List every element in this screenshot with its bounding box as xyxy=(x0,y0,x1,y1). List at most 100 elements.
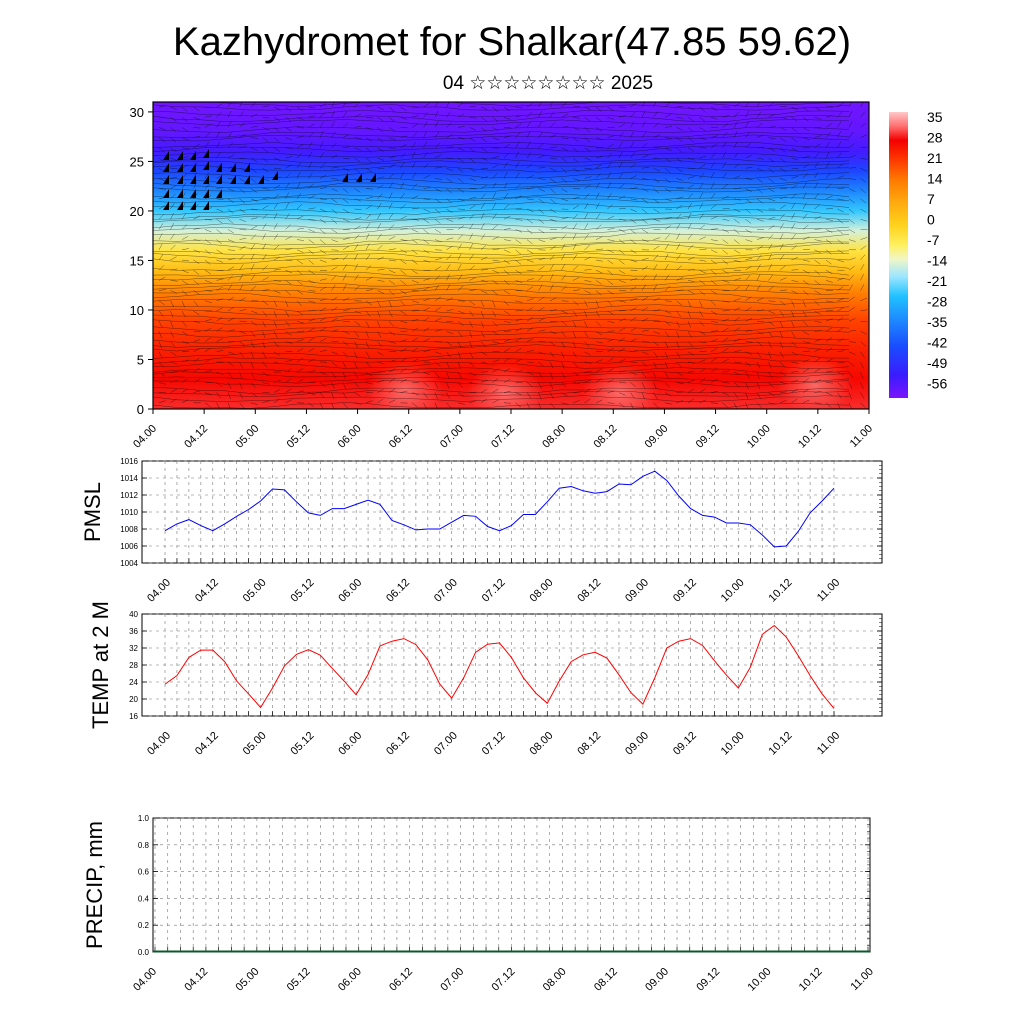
wind-barb xyxy=(457,253,462,261)
wind-barb xyxy=(756,157,764,160)
wind-barb xyxy=(814,162,819,169)
wind-barb xyxy=(377,300,381,308)
wind-barb xyxy=(411,207,419,210)
wind-barb xyxy=(595,117,602,122)
wind-barb xyxy=(538,284,543,291)
wind-barb xyxy=(250,310,258,314)
wind-barb xyxy=(250,198,258,202)
wind-barb xyxy=(630,229,637,235)
wind-barb xyxy=(676,147,683,153)
wind-barb xyxy=(814,300,820,306)
x-tick-label: 10.12 xyxy=(797,966,825,994)
wind-barb xyxy=(802,236,810,240)
wind-barb xyxy=(181,331,188,336)
wind-barb xyxy=(285,182,290,189)
wind-barb xyxy=(457,392,465,397)
wind-barb xyxy=(584,212,588,220)
y-axis-label: TEMP at 2 M xyxy=(88,601,113,729)
wind-barb xyxy=(653,157,661,160)
wind-barb xyxy=(377,351,384,356)
wind-barb xyxy=(572,137,579,142)
wind-barb xyxy=(595,248,603,251)
wind-barb xyxy=(400,357,407,363)
wind-barb xyxy=(802,300,807,308)
wind-barb xyxy=(549,208,557,213)
wind-barb xyxy=(848,178,856,181)
wind-barb xyxy=(710,368,718,373)
wind-barb xyxy=(480,202,485,210)
wind-barb xyxy=(469,300,476,306)
wind-barb xyxy=(676,167,683,172)
wind-barb xyxy=(480,147,488,152)
wind-barb xyxy=(733,187,741,189)
wind-barb xyxy=(538,229,545,234)
wind-barb xyxy=(423,307,430,312)
wind-barb xyxy=(250,263,255,271)
wind-barb xyxy=(446,402,452,409)
wind-barb xyxy=(549,372,553,379)
wind-barb xyxy=(538,239,546,243)
wind-barb xyxy=(308,249,315,255)
wind-barb xyxy=(515,347,522,353)
wind-barb xyxy=(722,327,729,332)
wind-barb xyxy=(572,243,577,250)
wind-barb xyxy=(848,131,854,138)
wind-barb xyxy=(388,127,396,132)
wind-barb xyxy=(354,310,362,314)
wind-barb xyxy=(400,310,407,315)
wind-barb xyxy=(515,249,522,255)
wind-barb xyxy=(526,131,531,138)
wind-barb xyxy=(296,106,304,111)
wind-barb xyxy=(802,127,810,132)
wind-barb xyxy=(837,175,845,179)
wind-barb xyxy=(158,147,165,153)
wind-barb xyxy=(687,233,693,240)
wind-barb xyxy=(515,370,523,373)
wind-barb xyxy=(273,137,280,143)
wind-barb xyxy=(423,121,428,128)
y-tick-label: 0.2 xyxy=(138,921,150,930)
wind-barb xyxy=(791,256,799,261)
wind-barb xyxy=(848,198,855,204)
wind-barb xyxy=(296,368,303,373)
wind-barb xyxy=(503,172,508,179)
wind-barb xyxy=(319,286,327,291)
wind-barb xyxy=(354,102,360,108)
wind-barb xyxy=(802,399,810,404)
wind-barb xyxy=(227,372,233,378)
wind-barb xyxy=(365,265,372,271)
wind-barb xyxy=(653,392,658,399)
x-tick-label: 04.00 xyxy=(145,577,173,605)
contour-line xyxy=(153,314,850,321)
wind-barb xyxy=(457,331,463,338)
wind-barb xyxy=(170,116,177,122)
x-tick-label: 05.12 xyxy=(285,966,313,994)
wind-barb xyxy=(768,234,774,240)
wind-barb xyxy=(216,187,224,189)
wind-barb xyxy=(791,176,799,179)
wind-barb xyxy=(664,300,672,302)
wind-barb xyxy=(722,218,730,221)
wind-barb xyxy=(170,268,178,271)
wind-barb xyxy=(388,269,396,274)
wind-barb xyxy=(779,400,787,404)
wind-barb xyxy=(250,341,255,348)
wind-barb xyxy=(733,338,741,342)
wind-barb xyxy=(377,106,385,110)
wind-flag xyxy=(177,151,183,160)
wind-barb xyxy=(239,284,244,291)
wind-barb xyxy=(250,178,257,184)
wind-barb xyxy=(446,218,454,222)
wind-barb xyxy=(676,351,681,358)
wind-barb xyxy=(262,361,268,368)
wind-barb xyxy=(848,361,855,367)
wind-barb xyxy=(756,284,761,291)
wind-barb xyxy=(802,155,810,159)
wind-barb xyxy=(664,243,669,250)
wind-barb xyxy=(825,151,830,159)
wind-barb xyxy=(158,178,166,182)
wind-barb xyxy=(239,331,247,334)
wind-barb xyxy=(607,116,615,120)
wind-barb xyxy=(400,390,408,393)
wind-barb xyxy=(584,310,588,318)
